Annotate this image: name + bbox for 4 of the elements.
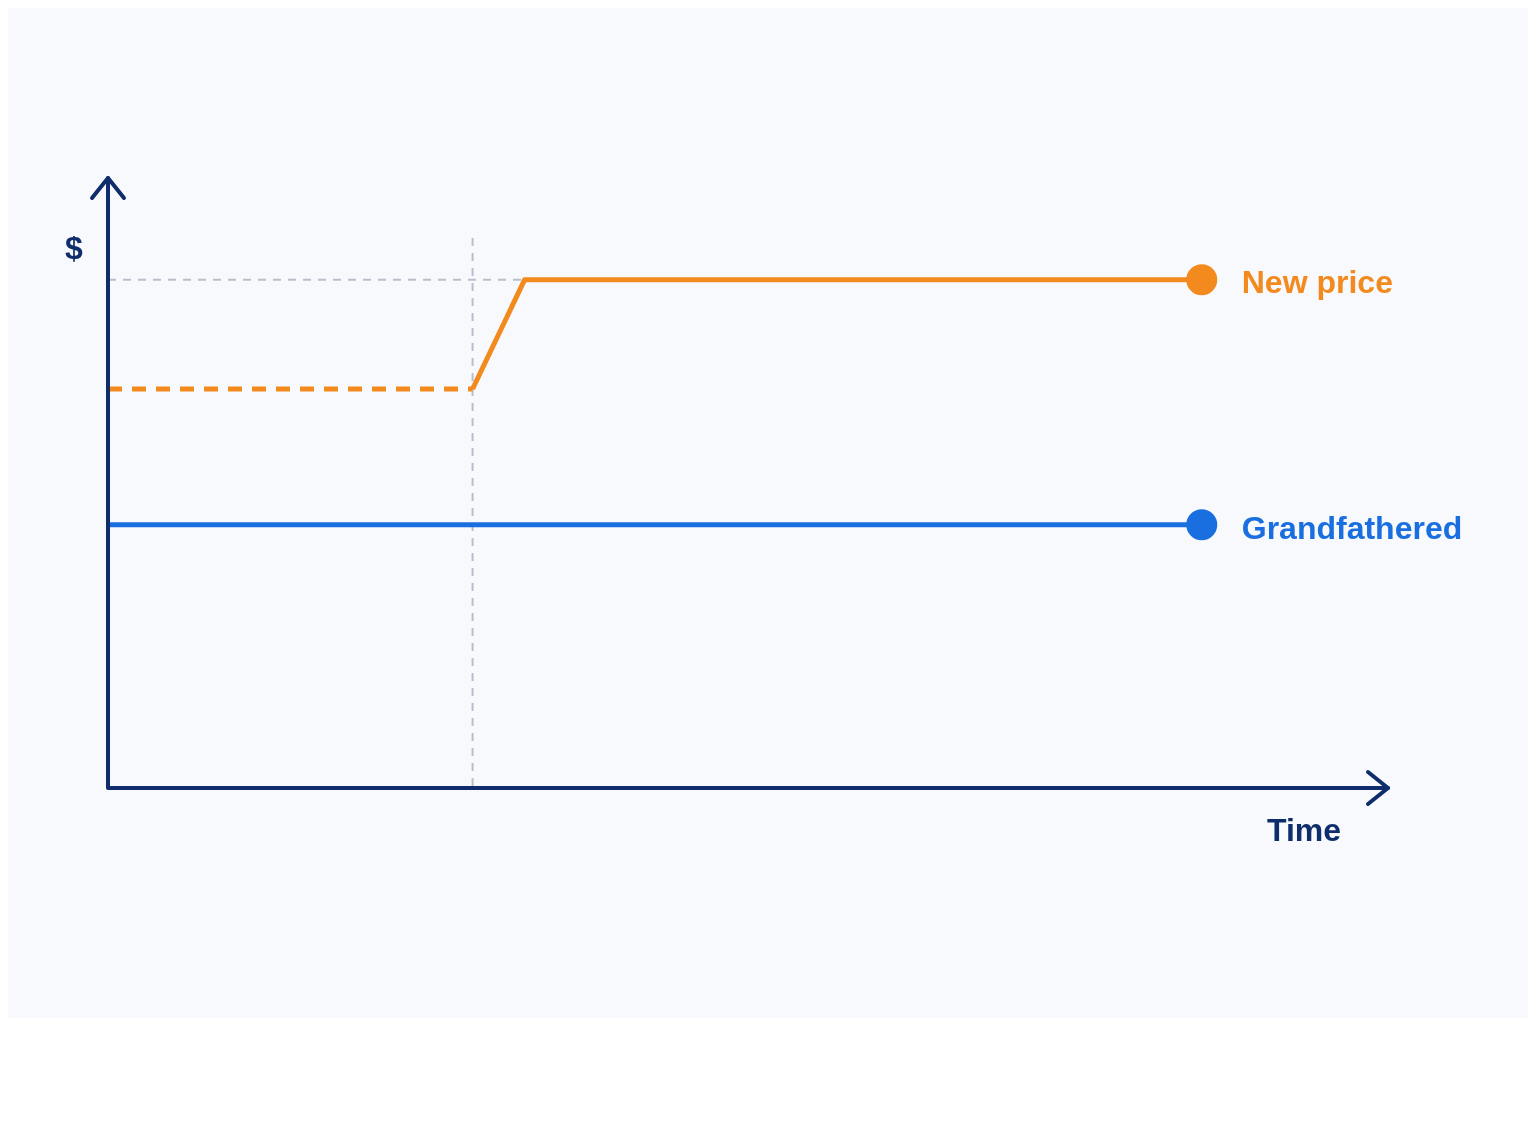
y-axis-title: $ bbox=[65, 229, 84, 266]
series-label: Grandfathered bbox=[1241, 509, 1463, 546]
series-label: New price bbox=[1241, 264, 1393, 301]
x-axis-title: Time bbox=[1266, 811, 1342, 848]
